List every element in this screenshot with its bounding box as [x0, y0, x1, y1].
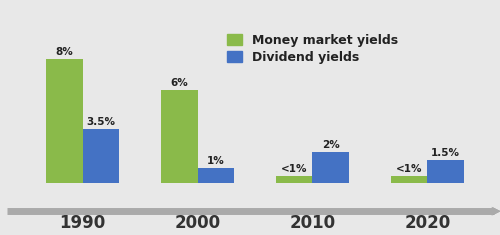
Text: 2%: 2%	[322, 141, 340, 150]
Text: 6%: 6%	[170, 78, 188, 88]
Text: <1%: <1%	[281, 164, 307, 174]
Bar	[276, 176, 312, 183]
Bar	[428, 160, 464, 183]
Text: 1%: 1%	[207, 156, 225, 166]
Bar	[82, 129, 120, 183]
Bar	[46, 59, 82, 183]
Bar	[198, 168, 234, 183]
Bar	[161, 90, 198, 183]
Legend: Money market yields, Dividend yields: Money market yields, Dividend yields	[224, 31, 400, 66]
Text: <1%: <1%	[396, 164, 422, 174]
Text: 1.5%: 1.5%	[431, 148, 460, 158]
Bar	[390, 176, 428, 183]
Bar	[312, 152, 349, 183]
Text: 3.5%: 3.5%	[86, 117, 116, 127]
Text: 8%: 8%	[56, 47, 73, 57]
